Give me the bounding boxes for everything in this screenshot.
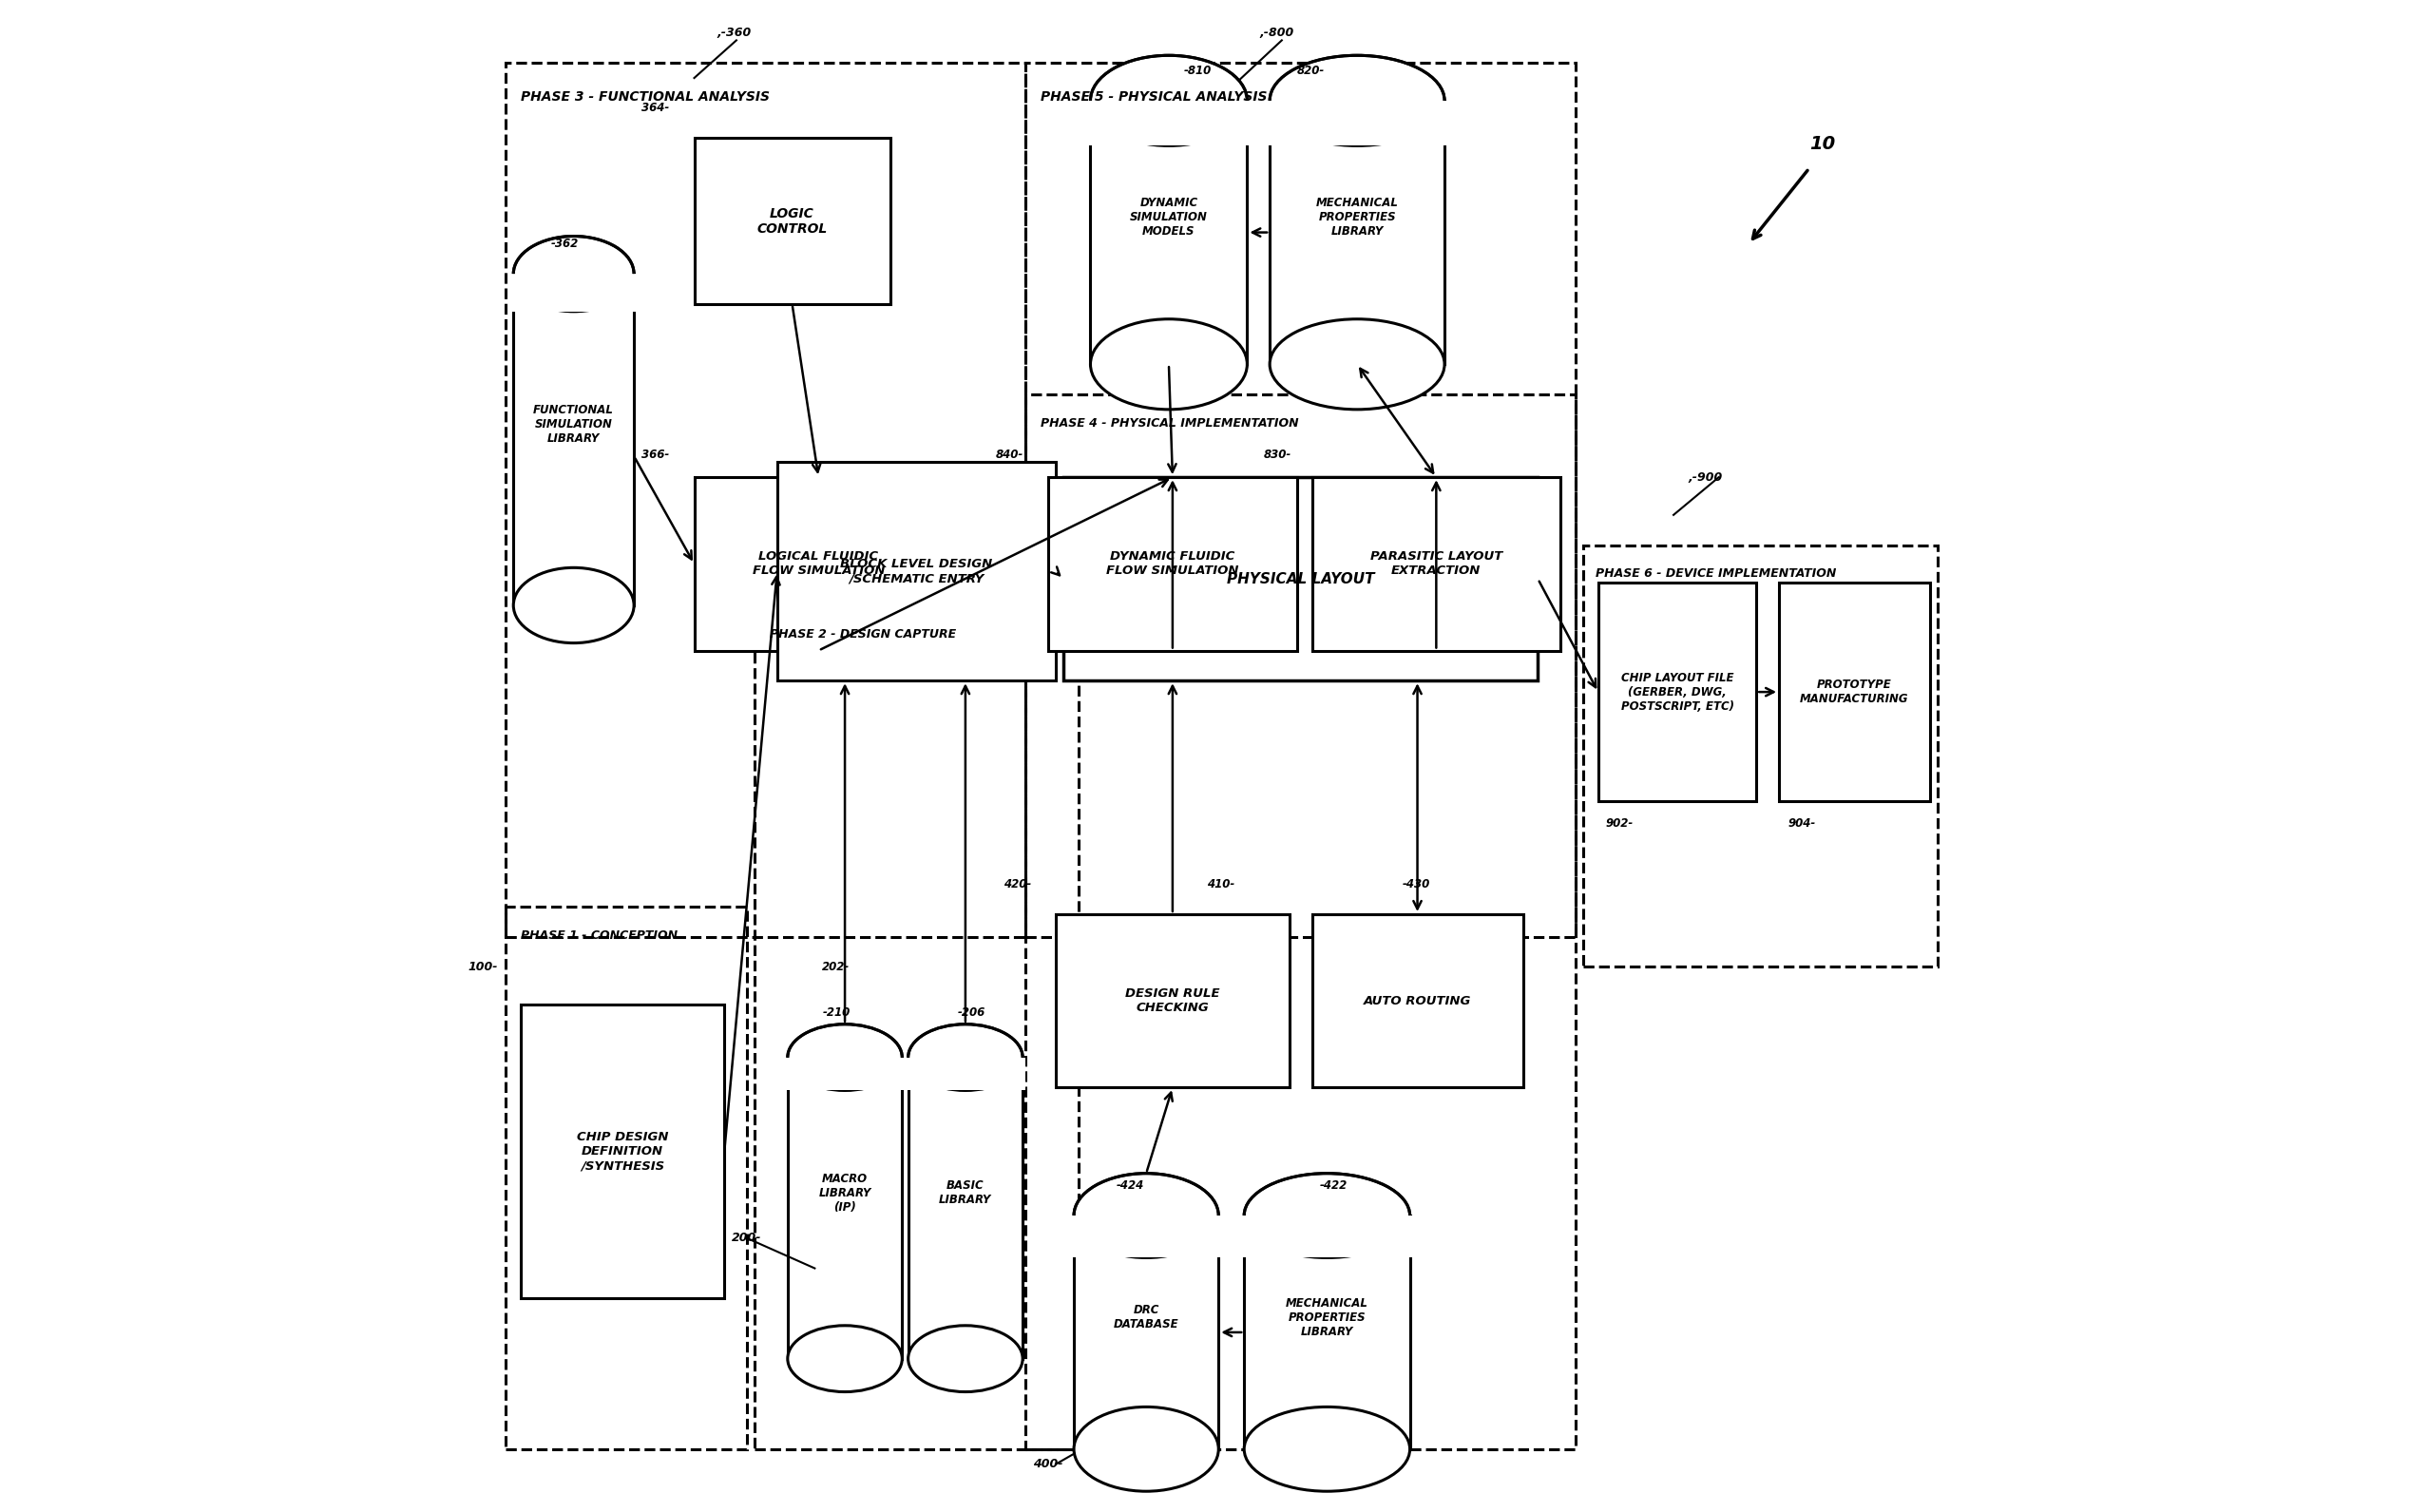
FancyBboxPatch shape — [522, 1004, 724, 1299]
Text: DYNAMIC
SIMULATION
MODELS: DYNAMIC SIMULATION MODELS — [1129, 197, 1207, 237]
Polygon shape — [1071, 1216, 1221, 1258]
Ellipse shape — [512, 236, 634, 311]
Text: MACRO
LIBRARY
(IP): MACRO LIBRARY (IP) — [818, 1172, 872, 1214]
Text: 364-: 364- — [641, 101, 670, 115]
Text: 200-: 200- — [731, 1232, 762, 1244]
FancyBboxPatch shape — [694, 138, 891, 304]
Text: PHASE 1 - CONCEPTION: PHASE 1 - CONCEPTION — [522, 930, 677, 942]
Text: -810: -810 — [1185, 65, 1212, 77]
Polygon shape — [1088, 101, 1250, 145]
FancyBboxPatch shape — [1780, 582, 1930, 801]
Polygon shape — [1241, 1216, 1413, 1258]
Ellipse shape — [1073, 1173, 1219, 1258]
Polygon shape — [512, 274, 634, 605]
Text: 100-: 100- — [469, 960, 498, 974]
Ellipse shape — [1090, 56, 1248, 145]
Text: 820-: 820- — [1297, 65, 1326, 77]
Text: 410-: 410- — [1207, 878, 1233, 891]
Text: CHIP LAYOUT FILE
(GERBER, DWG,
POSTSCRIPT, ETC): CHIP LAYOUT FILE (GERBER, DWG, POSTSCRIP… — [1622, 671, 1734, 712]
Text: -424: -424 — [1117, 1179, 1144, 1191]
Text: 902-: 902- — [1605, 818, 1634, 830]
FancyBboxPatch shape — [1056, 915, 1289, 1087]
Text: PHASE 3 - FUNCTIONAL ANALYSIS: PHASE 3 - FUNCTIONAL ANALYSIS — [522, 91, 770, 103]
Text: 202-: 202- — [823, 960, 850, 974]
Text: BLOCK LEVEL DESIGN
/SCHEMATIC ENTRY: BLOCK LEVEL DESIGN /SCHEMATIC ENTRY — [840, 558, 993, 585]
Text: -430: -430 — [1403, 878, 1430, 891]
Ellipse shape — [1073, 1406, 1219, 1491]
Text: -362: -362 — [551, 237, 578, 249]
Ellipse shape — [787, 1326, 903, 1393]
Text: MECHANICAL
PROPERTIES
LIBRARY: MECHANICAL PROPERTIES LIBRARY — [1316, 197, 1399, 237]
Text: 10: 10 — [1809, 135, 1836, 153]
Text: BASIC
LIBRARY: BASIC LIBRARY — [940, 1179, 991, 1207]
Text: PHASE 2 - DESIGN CAPTURE: PHASE 2 - DESIGN CAPTURE — [770, 627, 957, 640]
FancyBboxPatch shape — [694, 478, 942, 650]
Text: AUTO ROUTING: AUTO ROUTING — [1365, 995, 1471, 1007]
Text: PHASE 5 - PHYSICAL ANALYSIS: PHASE 5 - PHYSICAL ANALYSIS — [1042, 91, 1267, 103]
Text: ,-800: ,-800 — [1260, 27, 1294, 39]
Ellipse shape — [1270, 319, 1445, 410]
Ellipse shape — [908, 1024, 1022, 1090]
Text: 400-: 400- — [1034, 1458, 1063, 1470]
Ellipse shape — [1243, 1406, 1411, 1491]
Text: CHIP DESIGN
DEFINITION
/SYNTHESIS: CHIP DESIGN DEFINITION /SYNTHESIS — [578, 1131, 668, 1172]
Text: DYNAMIC FLUIDIC
FLOW SIMULATION: DYNAMIC FLUIDIC FLOW SIMULATION — [1107, 550, 1238, 578]
Polygon shape — [908, 1057, 1022, 1359]
Polygon shape — [1090, 101, 1248, 364]
FancyBboxPatch shape — [777, 463, 1056, 680]
FancyBboxPatch shape — [1063, 478, 1537, 680]
Polygon shape — [1267, 101, 1447, 145]
Polygon shape — [906, 1057, 1025, 1090]
Polygon shape — [1073, 1216, 1219, 1448]
FancyBboxPatch shape — [1311, 478, 1561, 650]
Polygon shape — [787, 1057, 903, 1359]
Text: ,-900: ,-900 — [1687, 472, 1724, 484]
Text: 830-: 830- — [1263, 449, 1292, 461]
Text: 904-: 904- — [1787, 818, 1816, 830]
Text: PROTOTYPE
MANUFACTURING: PROTOTYPE MANUFACTURING — [1799, 679, 1908, 705]
Ellipse shape — [1270, 56, 1445, 145]
Text: -422: -422 — [1318, 1179, 1348, 1191]
Text: -206: -206 — [959, 1005, 986, 1018]
Text: -210: -210 — [823, 1005, 850, 1018]
Ellipse shape — [1243, 1173, 1411, 1258]
FancyBboxPatch shape — [1598, 582, 1755, 801]
FancyBboxPatch shape — [1049, 478, 1297, 650]
Polygon shape — [784, 1057, 906, 1090]
Text: PARASITIC LAYOUT
EXTRACTION: PARASITIC LAYOUT EXTRACTION — [1369, 550, 1503, 578]
Text: PHYSICAL LAYOUT: PHYSICAL LAYOUT — [1226, 572, 1374, 587]
Polygon shape — [1270, 101, 1445, 364]
Text: FUNCTIONAL
SIMULATION
LIBRARY: FUNCTIONAL SIMULATION LIBRARY — [534, 404, 614, 445]
Text: PHASE 6 - DEVICE IMPLEMENTATION: PHASE 6 - DEVICE IMPLEMENTATION — [1595, 567, 1836, 581]
Text: DRC
DATABASE: DRC DATABASE — [1114, 1303, 1180, 1331]
Text: LOGIC
CONTROL: LOGIC CONTROL — [758, 207, 828, 236]
Text: LOGICAL FLUIDIC
FLOW SIMULATION: LOGICAL FLUIDIC FLOW SIMULATION — [753, 550, 884, 578]
Ellipse shape — [787, 1024, 903, 1090]
Polygon shape — [1243, 1216, 1411, 1448]
Text: ,-360: ,-360 — [716, 27, 750, 39]
Ellipse shape — [512, 567, 634, 643]
Ellipse shape — [1090, 319, 1248, 410]
Text: 840-: 840- — [995, 449, 1022, 461]
Text: 420-: 420- — [1003, 878, 1032, 891]
FancyBboxPatch shape — [1311, 915, 1522, 1087]
Text: 366-: 366- — [641, 449, 670, 461]
Polygon shape — [510, 274, 636, 311]
Text: PHASE 4 - PHYSICAL IMPLEMENTATION: PHASE 4 - PHYSICAL IMPLEMENTATION — [1042, 417, 1299, 429]
Text: MECHANICAL
PROPERTIES
LIBRARY: MECHANICAL PROPERTIES LIBRARY — [1287, 1297, 1369, 1338]
Text: DESIGN RULE
CHECKING: DESIGN RULE CHECKING — [1124, 987, 1219, 1015]
Ellipse shape — [908, 1326, 1022, 1393]
